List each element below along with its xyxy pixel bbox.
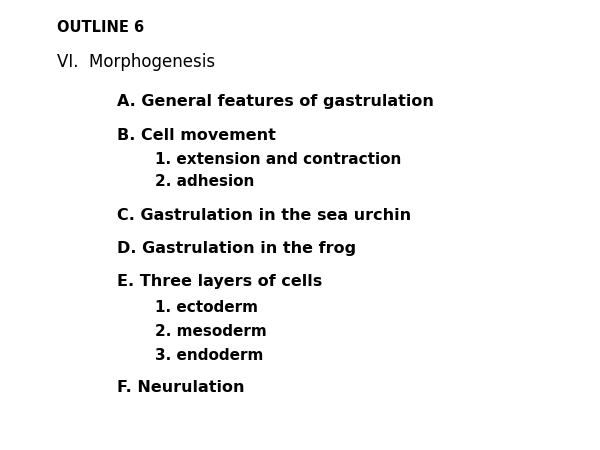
Text: A. General features of gastrulation: A. General features of gastrulation	[117, 94, 434, 109]
Text: B. Cell movement: B. Cell movement	[117, 127, 276, 143]
Text: 1. extension and contraction: 1. extension and contraction	[155, 152, 401, 167]
Text: 3. endoderm: 3. endoderm	[155, 348, 263, 364]
Text: E. Three layers of cells: E. Three layers of cells	[117, 274, 322, 289]
Text: VI.  Morphogenesis: VI. Morphogenesis	[57, 53, 215, 71]
Text: C. Gastrulation in the sea urchin: C. Gastrulation in the sea urchin	[117, 207, 411, 223]
Text: OUTLINE 6: OUTLINE 6	[57, 20, 144, 36]
Text: F. Neurulation: F. Neurulation	[117, 379, 245, 395]
Text: 2. mesoderm: 2. mesoderm	[155, 324, 266, 339]
Text: D. Gastrulation in the frog: D. Gastrulation in the frog	[117, 241, 356, 256]
Text: 1. ectoderm: 1. ectoderm	[155, 300, 258, 315]
Text: 2. adhesion: 2. adhesion	[155, 174, 254, 189]
